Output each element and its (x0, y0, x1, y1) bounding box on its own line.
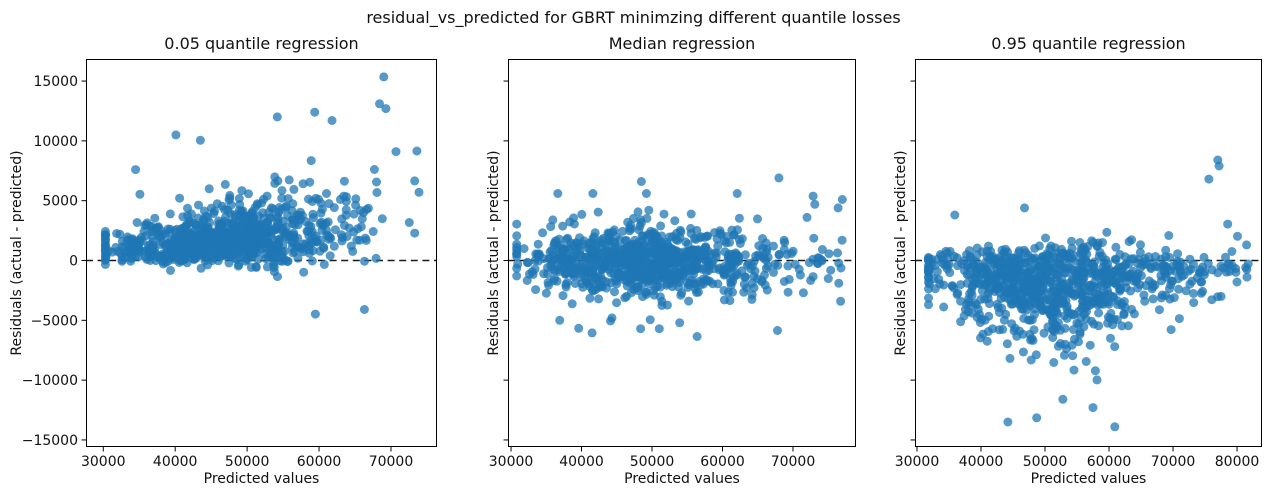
x-tick-label: 50000 (1023, 454, 1068, 470)
panel-3: 30000 40000 50000 60000 70000 80000 (895, 59, 1262, 470)
panel-1-ylabel: Residuals (actual - predicted) (9, 150, 25, 356)
y-tick-label: 0 (69, 253, 78, 269)
x-tick-label: 70000 (771, 454, 816, 470)
x-tick-label: 40000 (559, 454, 604, 470)
x-axis: 30000 40000 50000 60000 70000 80000 (895, 447, 1260, 470)
scatter-points (512, 173, 847, 341)
axes-border (508, 59, 856, 447)
panel-2-xlabel: Predicted values (624, 471, 740, 487)
y-tick-label: −15000 (22, 433, 78, 449)
panel-3-ylabel: Residuals (actual - predicted) (893, 150, 909, 356)
x-tick-label: 30000 (895, 454, 940, 470)
x-axis: 30000 40000 50000 60000 70000 (81, 447, 413, 470)
x-tick-label: 70000 (1151, 454, 1196, 470)
panel-2-ylabel: Residuals (actual - predicted) (486, 150, 502, 356)
y-tick-label: −10000 (22, 373, 78, 389)
x-tick-label: 30000 (81, 454, 126, 470)
y-axis (910, 80, 915, 441)
x-axis: 30000 40000 50000 60000 70000 (489, 447, 815, 470)
x-tick-label: 60000 (700, 454, 745, 470)
y-tick-label: 15000 (33, 74, 78, 90)
y-tick-label: 10000 (33, 134, 78, 150)
panel-2-title: Median regression (608, 34, 756, 53)
x-tick-label: 70000 (369, 454, 414, 470)
scatter-points (100, 72, 424, 319)
x-tick-label: 40000 (959, 454, 1004, 470)
scatter-points (924, 155, 1253, 432)
y-tick-label: 5000 (42, 194, 78, 210)
x-tick-label: 60000 (1087, 454, 1132, 470)
panel-1: 30000 40000 50000 60000 70000−15000−10000−50… (22, 59, 437, 470)
panel-2: 30000 40000 50000 60000 70000 (489, 59, 856, 470)
panel-1-title: 0.05 quantile regression (164, 34, 359, 53)
y-axis (503, 80, 508, 441)
x-tick-label: 50000 (630, 454, 675, 470)
panel-3-xlabel: Predicted values (1030, 471, 1147, 487)
y-tick-label: −5000 (31, 313, 78, 329)
x-tick-label: 60000 (297, 454, 342, 470)
y-axis: −15000 −10000 −5000 0 5000 10000 15000 (22, 74, 86, 449)
x-tick-label: 40000 (153, 454, 198, 470)
axes-border (915, 59, 1262, 447)
figure-suptitle: residual_vs_predicted for GBRT minimzing… (366, 8, 901, 27)
panel-1-xlabel: Predicted values (203, 471, 320, 487)
x-tick-label: 80000 (1215, 454, 1260, 470)
panel-3-title: 0.95 quantile regression (991, 34, 1186, 53)
axes-border (86, 59, 437, 447)
x-tick-label: 30000 (489, 454, 534, 470)
x-tick-label: 50000 (225, 454, 270, 470)
